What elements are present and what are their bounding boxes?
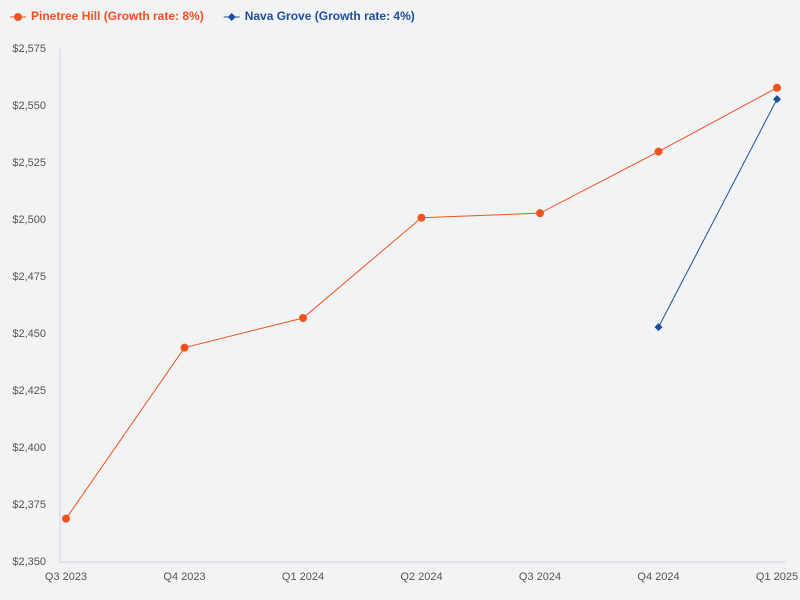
data-point (773, 95, 781, 104)
data-point (536, 209, 544, 218)
legend-label: Nava Grove (Growth rate: 4%) (245, 9, 415, 23)
y-tick-label: $2,575 (12, 43, 46, 55)
data-point (299, 314, 307, 323)
x-tick-label: Q4 2023 (163, 571, 205, 583)
data-point (62, 514, 70, 523)
x-tick-label: Q3 2024 (519, 571, 561, 583)
x-tick-label: Q1 2025 (756, 571, 798, 583)
legend-marker (14, 13, 22, 21)
x-tick-label: Q1 2024 (282, 571, 324, 583)
y-tick-label: $2,475 (12, 271, 46, 283)
data-point (417, 213, 426, 222)
legend-marker (227, 13, 236, 21)
x-tick-label: Q2 2024 (400, 571, 442, 583)
data-point (180, 343, 189, 352)
y-tick-label: $2,400 (12, 442, 46, 454)
data-point (773, 83, 781, 92)
y-tick-label: $2,450 (12, 328, 46, 340)
data-point (654, 147, 663, 156)
series-line (658, 98, 778, 328)
y-tick-label: $2,550 (12, 100, 46, 112)
y-tick-label: $2,500 (12, 214, 46, 226)
y-tick-label: $2,425 (12, 385, 46, 397)
legend-label: Pinetree Hill (Growth rate: 8%) (31, 9, 204, 23)
y-tick-label: $2,525 (12, 157, 46, 169)
x-tick-label: Q4 2024 (637, 571, 679, 583)
data-point (654, 323, 663, 332)
x-tick-label: Q3 2023 (45, 571, 87, 583)
y-tick-label: $2,350 (12, 556, 46, 568)
y-tick-label: $2,375 (12, 499, 46, 511)
